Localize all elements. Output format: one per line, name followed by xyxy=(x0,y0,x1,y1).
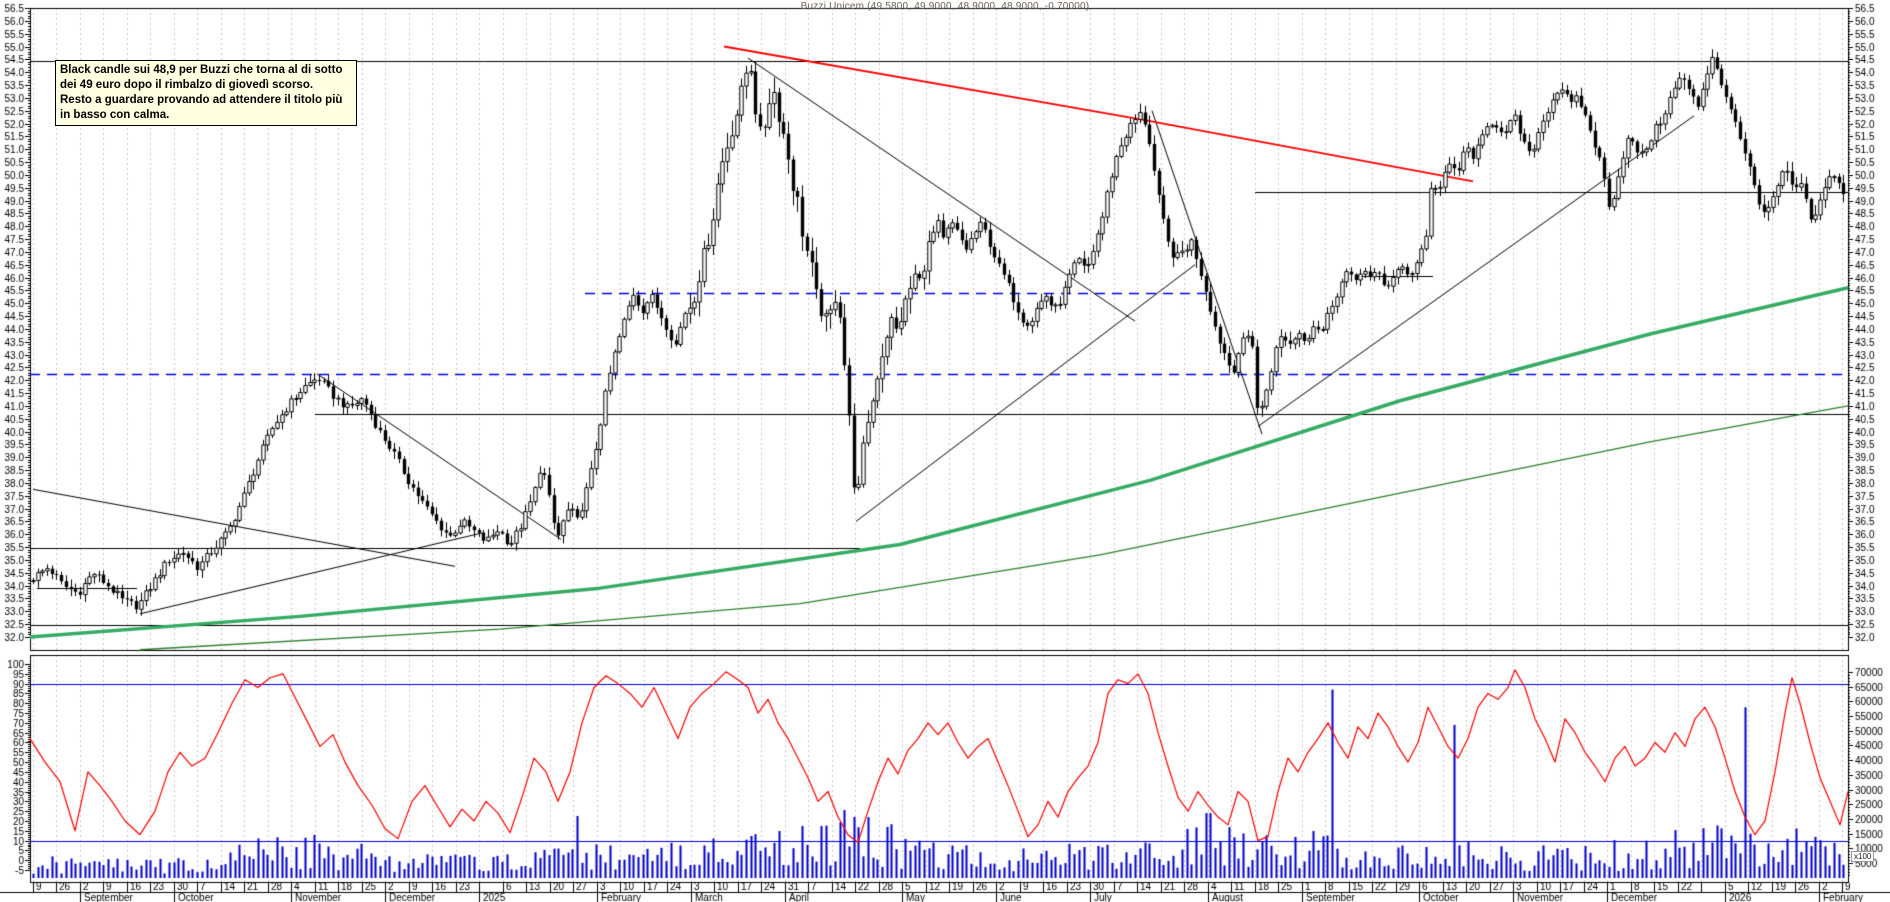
annotation-line: dei 49 euro dopo il rimbalzo di giovedì … xyxy=(60,79,314,91)
annotation-line: Resto a guardare provando ad attendere i… xyxy=(60,94,343,106)
annotation-line: in basso con calma. xyxy=(60,109,170,121)
annotation-note[interactable]: Black candle sui 48,9 per Buzzi che torn… xyxy=(55,60,357,126)
volume-unit-label: x100 xyxy=(1851,851,1875,862)
chart-title: Buzzi Unicem (49.5800, 49.9000, 48.9000,… xyxy=(800,1,1090,12)
annotation-line: Black candle sui 48,9 per Buzzi che torn… xyxy=(60,64,343,76)
